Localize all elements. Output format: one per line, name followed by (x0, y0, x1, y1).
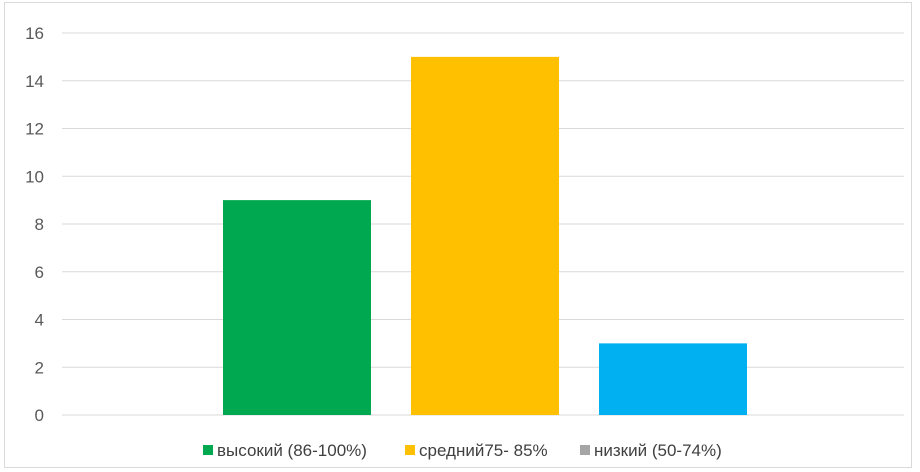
bars (223, 56, 747, 415)
legend-swatch-3 (580, 445, 590, 455)
legend: высокий (86-100%) средний75- 85% низкий (5… (203, 441, 722, 460)
legend-swatch-1 (203, 445, 213, 455)
y-tick-label: 12 (25, 120, 44, 139)
y-tick-label: 4 (35, 311, 44, 330)
legend-label-1: высокий (86-100%) (217, 441, 367, 460)
legend-label-3: низкий (50-74%) (594, 441, 722, 460)
y-tick-label: 10 (25, 167, 44, 186)
y-tick-label: 2 (35, 358, 44, 377)
bar-1 (223, 200, 371, 415)
y-axis-ticks: 0 2 4 6 8 10 12 14 16 (25, 24, 44, 425)
y-tick-label: 16 (25, 24, 44, 43)
legend-label-2: средний75- 85% (419, 441, 548, 460)
y-tick-label: 6 (35, 263, 44, 282)
y-tick-label: 14 (25, 72, 44, 91)
y-tick-label: 0 (35, 406, 44, 425)
bar-2 (411, 56, 559, 415)
legend-swatch-2 (405, 445, 415, 455)
bar-3 (599, 343, 747, 415)
y-tick-label: 8 (35, 215, 44, 234)
